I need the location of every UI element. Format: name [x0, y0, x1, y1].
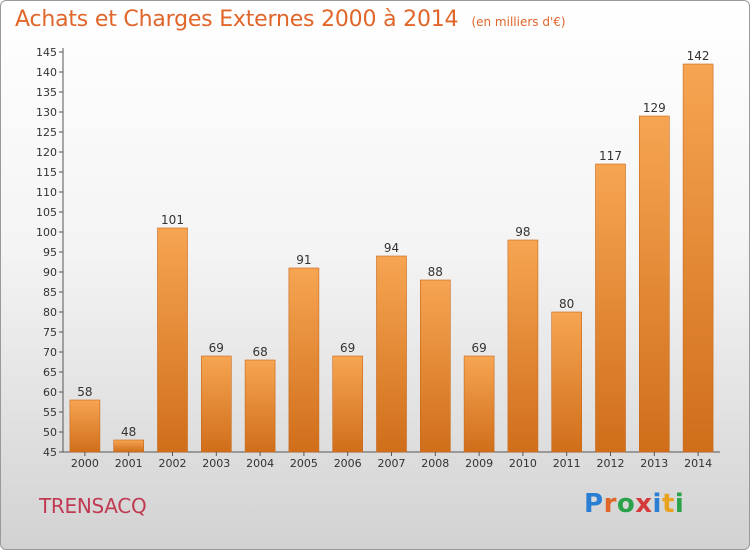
x-tick-label: 2001 [115, 457, 143, 470]
y-tick-label: 50 [43, 426, 57, 439]
x-tick-label: 2013 [640, 457, 668, 470]
y-tick-label: 55 [43, 406, 57, 419]
data-label: 68 [252, 345, 267, 359]
data-label: 69 [340, 341, 355, 355]
y-tick-label: 110 [36, 186, 57, 199]
bar [157, 227, 188, 453]
y-tick-label: 140 [36, 66, 57, 79]
x-tick-label: 2000 [71, 457, 99, 470]
data-label: 58 [77, 385, 92, 399]
y-tick-label: 95 [43, 246, 57, 259]
bar [463, 355, 495, 453]
logo-letter: r [603, 489, 617, 519]
logo-letter: o [616, 489, 636, 519]
logo-letter: P [584, 489, 604, 519]
logo-letter: i [674, 489, 685, 519]
commune-name: TRENSACQ [39, 494, 147, 518]
chart-subtitle: (en milliers d'€) [471, 15, 566, 29]
y-tick-label: 65 [43, 366, 57, 379]
data-label: 94 [384, 241, 399, 255]
bar [507, 239, 539, 453]
y-tick-label: 135 [36, 86, 57, 99]
bar [419, 279, 451, 453]
x-tick-label: 2002 [159, 457, 187, 470]
data-label: 69 [471, 341, 486, 355]
logo-letter: i [652, 489, 662, 519]
x-tick-label: 2011 [553, 457, 581, 470]
y-tick-label: 100 [36, 226, 57, 239]
bar [332, 355, 364, 453]
data-label: 69 [209, 341, 224, 355]
bar [201, 355, 232, 453]
y-tick-label: 120 [36, 146, 57, 159]
proxiti-logo: Proxiti [584, 489, 684, 519]
y-tick-label: 115 [36, 166, 57, 179]
x-tick-label: 2010 [509, 457, 537, 470]
x-tick-label: 2004 [246, 457, 274, 470]
logo-letter: x [635, 489, 653, 519]
x-tick-label: 2012 [597, 457, 625, 470]
bar [113, 439, 144, 453]
x-tick-label: 2003 [202, 457, 230, 470]
bar [244, 359, 276, 453]
y-tick-label: 70 [43, 346, 57, 359]
bar [551, 311, 583, 453]
bar [376, 255, 407, 453]
x-tick-label: 2007 [378, 457, 406, 470]
data-label: 48 [121, 425, 136, 439]
chart-title: Achats et Charges Externes 2000 à 2014 [15, 7, 459, 32]
x-tick-label: 2006 [334, 457, 362, 470]
x-tick-label: 2005 [290, 457, 318, 470]
data-label: 129 [643, 101, 666, 115]
y-tick-label: 85 [43, 286, 57, 299]
y-tick-label: 105 [36, 206, 57, 219]
y-tick-label: 45 [43, 446, 57, 459]
data-label: 80 [559, 297, 574, 311]
title-line: Achats et Charges Externes 2000 à 2014 (… [15, 7, 566, 32]
data-label: 98 [515, 225, 530, 239]
bar [638, 115, 670, 453]
y-tick-label: 125 [36, 126, 57, 139]
data-label: 91 [296, 253, 311, 267]
x-tick-label: 2008 [421, 457, 449, 470]
data-label: 117 [599, 149, 622, 163]
x-tick-label: 2014 [684, 457, 712, 470]
y-tick-label: 90 [43, 266, 57, 279]
y-tick-label: 130 [36, 106, 57, 119]
y-tick-label: 80 [43, 306, 57, 319]
y-tick-label: 60 [43, 386, 57, 399]
bar [682, 63, 714, 453]
bar [288, 267, 320, 453]
bar [69, 399, 101, 453]
y-tick-label: 145 [36, 46, 57, 59]
data-label: 88 [428, 265, 443, 279]
x-tick-label: 2009 [465, 457, 493, 470]
logo-letter: t [661, 489, 675, 519]
bar [595, 163, 626, 453]
y-tick-label: 75 [43, 326, 57, 339]
data-label: 142 [687, 49, 710, 63]
data-label: 101 [161, 213, 184, 227]
